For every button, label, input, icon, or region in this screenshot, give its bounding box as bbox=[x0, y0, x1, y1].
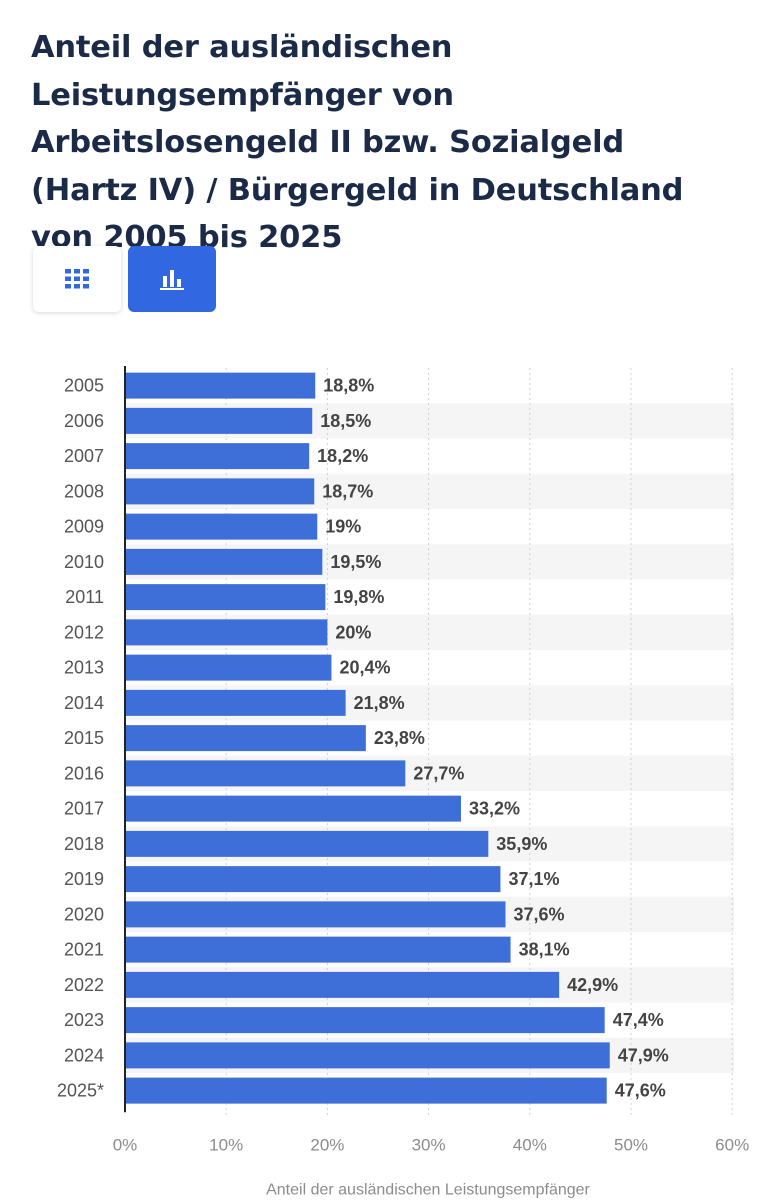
y-tick-label: 2007 bbox=[64, 446, 104, 466]
bar-2021 bbox=[125, 936, 511, 963]
table-view-button[interactable] bbox=[33, 246, 121, 312]
x-tick-label: 40% bbox=[513, 1135, 547, 1154]
value-label: 33,2% bbox=[469, 799, 520, 819]
value-label: 47,9% bbox=[618, 1045, 669, 1065]
y-tick-label: 2020 bbox=[64, 904, 104, 924]
value-label: 18,2% bbox=[317, 446, 368, 466]
y-tick-label: 2014 bbox=[64, 693, 104, 713]
y-tick-label: 2019 bbox=[64, 869, 104, 889]
bar-2025 bbox=[125, 1077, 607, 1104]
value-label: 20% bbox=[335, 622, 371, 642]
y-tick-label: 2005 bbox=[64, 376, 104, 396]
bar-2020 bbox=[125, 901, 506, 928]
value-label: 21,8% bbox=[354, 693, 405, 713]
bar-2010 bbox=[125, 548, 323, 575]
value-label: 35,9% bbox=[496, 834, 547, 854]
bar-2006 bbox=[125, 407, 313, 434]
value-label: 18,7% bbox=[322, 481, 373, 501]
value-label: 47,4% bbox=[613, 1010, 664, 1030]
value-label: 20,4% bbox=[339, 658, 390, 678]
value-label: 47,6% bbox=[615, 1081, 666, 1101]
x-tick-label: 10% bbox=[209, 1135, 243, 1154]
x-tick-label: 30% bbox=[412, 1135, 446, 1154]
y-tick-label: 2012 bbox=[64, 622, 104, 642]
y-tick-label: 2010 bbox=[64, 552, 104, 572]
bar-2008 bbox=[125, 478, 315, 505]
value-label: 18,5% bbox=[320, 411, 371, 431]
grid-icon bbox=[65, 269, 89, 289]
value-label: 19% bbox=[325, 517, 361, 537]
bar-2022 bbox=[125, 971, 560, 998]
y-tick-label: 2008 bbox=[64, 481, 104, 501]
x-tick-label: 0% bbox=[113, 1135, 138, 1154]
bar-2012 bbox=[125, 619, 328, 646]
bar-2023 bbox=[125, 1007, 605, 1034]
value-label: 38,1% bbox=[519, 940, 570, 960]
bar-chart: 18,8% 18,5% 18,2% 18,7% 19% 19,5% 19,8% 20% 20,4… bbox=[57, 366, 749, 1198]
chart-title: Anteil der ausländischen Leistungsempfän… bbox=[31, 30, 684, 255]
bar-2007 bbox=[125, 443, 310, 470]
value-label: 37,1% bbox=[508, 869, 559, 889]
y-tick-label: 2011 bbox=[65, 587, 104, 607]
value-label: 18,8% bbox=[323, 376, 374, 396]
y-tick-label: 2015 bbox=[64, 728, 104, 748]
y-tick-label: 2017 bbox=[64, 799, 104, 819]
bar-2014 bbox=[125, 689, 346, 716]
y-tick-label: 2013 bbox=[64, 658, 104, 678]
bar-2013 bbox=[125, 654, 332, 681]
y-tick-label: 2016 bbox=[64, 763, 104, 783]
bar-chart-icon bbox=[160, 270, 184, 290]
y-tick-label: 2018 bbox=[64, 834, 104, 854]
bar-2011 bbox=[125, 584, 326, 611]
x-tick-label: 50% bbox=[614, 1135, 648, 1154]
bar-2017 bbox=[125, 795, 461, 822]
bar-2015 bbox=[125, 725, 366, 752]
y-tick-label: 2021 bbox=[64, 940, 104, 960]
value-label: 37,6% bbox=[514, 904, 565, 924]
bar-2018 bbox=[125, 830, 489, 857]
value-label: 19,5% bbox=[330, 552, 381, 572]
value-label: 19,8% bbox=[333, 587, 384, 607]
x-tick-label: 60% bbox=[715, 1135, 749, 1154]
bar-2005 bbox=[125, 372, 316, 399]
bar-2016 bbox=[125, 760, 406, 787]
y-tick-label: 2006 bbox=[64, 411, 104, 431]
y-tick-label: 2025* bbox=[57, 1081, 104, 1101]
y-tick-label: 2022 bbox=[64, 975, 104, 995]
y-tick-label: 2023 bbox=[64, 1010, 104, 1030]
bar-2024 bbox=[125, 1042, 610, 1069]
y-tick-label: 2009 bbox=[64, 517, 104, 537]
chart-view-button[interactable] bbox=[128, 246, 216, 312]
x-axis-label: Anteil der ausländischen Leistungsempfän… bbox=[266, 1181, 590, 1198]
y-tick-label: 2024 bbox=[64, 1045, 104, 1065]
value-label: 42,9% bbox=[567, 975, 618, 995]
value-label: 27,7% bbox=[413, 763, 464, 783]
value-label: 23,8% bbox=[374, 728, 425, 748]
bar-2009 bbox=[125, 513, 318, 540]
bar-2019 bbox=[125, 866, 501, 893]
x-tick-label: 20% bbox=[310, 1135, 344, 1154]
